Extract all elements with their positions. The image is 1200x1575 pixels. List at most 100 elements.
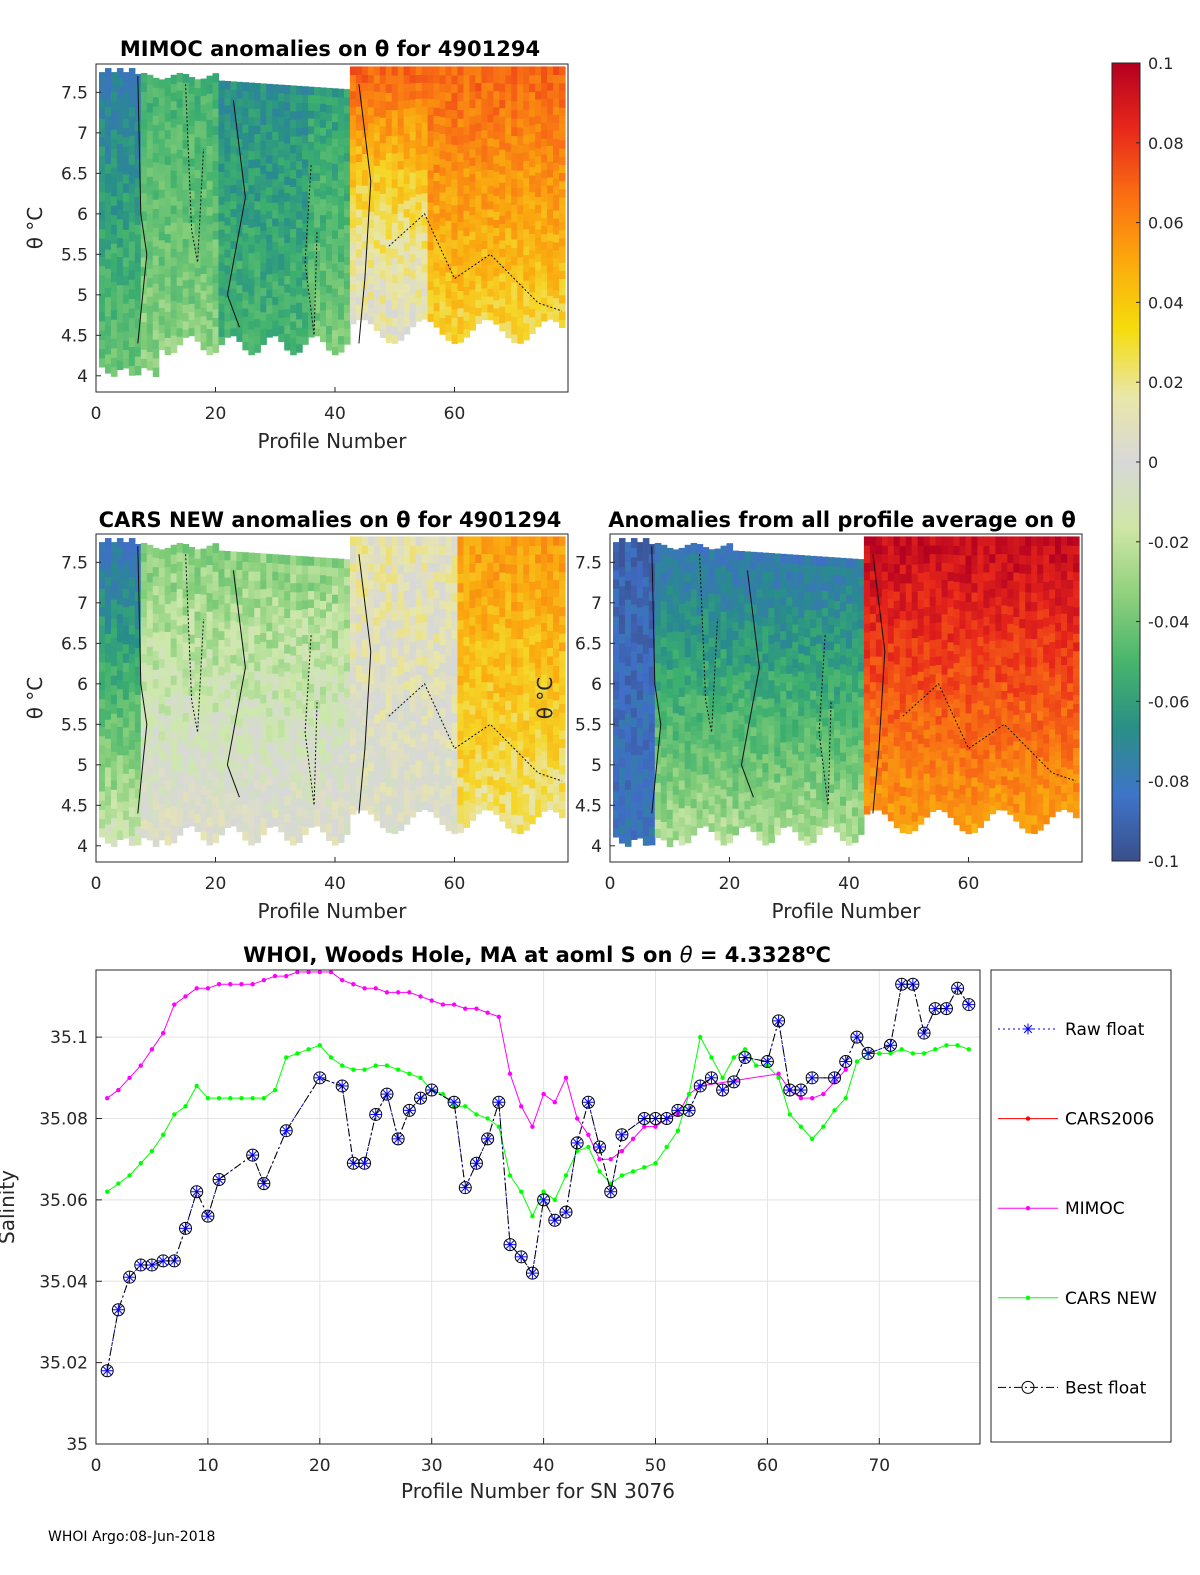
mimoc-heatmap-cell [445, 143, 453, 153]
mimoc-heatmap-cell [248, 329, 255, 339]
cars-heatmap-cell [332, 755, 339, 765]
mimoc-heatmap-cell [373, 239, 381, 249]
mimoc-heatmap-cell [170, 196, 178, 206]
cars-heatmap-cell [355, 715, 363, 726]
cars-heatmap-cell [529, 590, 536, 600]
cars-heatmap-cell [487, 604, 494, 614]
cars-heatmap-cell [343, 765, 351, 775]
cars-heatmap-cell [194, 549, 202, 559]
mimoc-heatmap-cell [290, 220, 297, 230]
mimoc-heatmap-cell [529, 116, 536, 126]
mimoc-heatmap-cell [254, 158, 261, 168]
cars-heatmap-cell [445, 628, 453, 639]
cars-heatmap-cell [457, 702, 465, 713]
mimoc-heatmap-cell [218, 187, 226, 197]
cars-heatmap-cell [403, 707, 411, 717]
mimoc-heatmap-cell [529, 283, 536, 293]
mimoc-heatmap-cell [152, 273, 160, 284]
cars-heatmap-cell [308, 683, 315, 693]
mimoc-heatmap-cell [182, 74, 190, 83]
cars-heatmap-cell [403, 644, 411, 654]
cars-heatmap-cell [409, 720, 417, 730]
mimoc-heatmap-cell [493, 315, 500, 325]
cars-heatmap-cell [200, 676, 208, 686]
cars-heatmap-cell [152, 678, 160, 689]
mimoc-heatmap-cell [385, 100, 393, 111]
mimoc-heatmap-cell [349, 219, 357, 228]
mimoc-heatmap-cell [481, 169, 488, 178]
mimoc-heatmap-cell [337, 203, 345, 213]
mimoc-heatmap-cell [254, 318, 261, 328]
mimoc-heatmap-cell [343, 256, 351, 265]
cars-heatmap-cell [98, 790, 106, 801]
mimoc-heatmap-cell [355, 264, 363, 273]
cars-heatmap-cell [529, 778, 536, 789]
cars-heatmap-cell [397, 609, 405, 620]
mimoc-heatmap-cell [128, 106, 136, 117]
mimoc-heatmap-cell [188, 214, 196, 224]
cars-heatmap-cell [266, 605, 273, 615]
cars-heatmap-cell [218, 754, 226, 765]
mimoc-heatmap-cell [379, 159, 387, 169]
mimoc-heatmap-cell [511, 264, 518, 274]
cars-heatmap-cell [445, 600, 453, 611]
cars-heatmap-cell [230, 783, 237, 793]
cars-heatmap-cell [242, 777, 249, 787]
mimoc-heatmap-cell [158, 256, 166, 266]
cars-heatmap-cell [284, 777, 291, 788]
mimoc-heatmap-cell [266, 218, 273, 227]
cars-heatmap-cell [367, 536, 375, 546]
cars-heatmap-cell [116, 735, 124, 746]
mimoc-y-tick-label: 7.5 [61, 83, 88, 103]
mimoc-heatmap-cell [451, 204, 459, 215]
mimoc-heatmap-cell [499, 314, 506, 324]
cars-heatmap-cell [212, 589, 220, 600]
mimoc-heatmap-cell [260, 328, 267, 337]
cars-heatmap-cell [391, 740, 399, 751]
mimoc-heatmap-cell [439, 325, 447, 335]
cars-heatmap-cell [266, 793, 273, 803]
cars-heatmap-cell [397, 545, 405, 556]
mimoc-axes-box [95, 63, 569, 393]
cars-heatmap-cell [278, 805, 285, 816]
mimoc-heatmap-cell [236, 179, 243, 188]
mimoc-heatmap-cell [218, 88, 226, 98]
mimoc-heatmap-cell [134, 130, 142, 141]
cars-heatmap-cell [379, 536, 387, 547]
cars-heatmap-cell [385, 610, 393, 621]
cars-heatmap-cell [427, 751, 435, 761]
cars-heatmap-cell [391, 610, 399, 621]
mimoc-heatmap-cell [337, 88, 345, 98]
mimoc-heatmap-cell [158, 96, 166, 106]
cars-heatmap-cell [433, 676, 441, 687]
cars-heatmap-cell [529, 689, 536, 699]
cars-heatmap-cell [511, 554, 518, 565]
cars-heatmap-cell [224, 801, 232, 811]
cars-heatmap-cell [535, 807, 542, 818]
mimoc-heatmap-cell [326, 284, 333, 294]
mimoc-heatmap-cell [487, 224, 494, 234]
mimoc-heatmap-cell [553, 225, 560, 235]
mimoc-heatmap-cell [200, 171, 208, 181]
cars-heatmap-cell [553, 631, 560, 641]
mimoc-heatmap-cell [487, 272, 494, 281]
mimoc-heatmap-cell [337, 179, 345, 189]
cars-heatmap-cell [212, 552, 220, 563]
cars-heatmap-cell [493, 779, 500, 789]
mimoc-heatmap-cell [326, 178, 333, 187]
mimoc-heatmap-cell [451, 274, 459, 284]
mimoc-heatmap-cell [391, 204, 399, 215]
cars-heatmap-cell [164, 714, 172, 725]
cars-heatmap-cell [355, 638, 363, 649]
cars-heatmap-cell [463, 645, 471, 656]
mimoc-heatmap-cell [182, 230, 190, 240]
cars-heatmap-cell [523, 619, 530, 629]
mimoc-heatmap-cell [499, 190, 506, 200]
mimoc-heatmap-cell [415, 106, 423, 115]
mimoc-heatmap-cell [146, 277, 154, 288]
cars-heatmap-cell [326, 557, 333, 568]
mimoc-heatmap-cell [266, 202, 273, 212]
mimoc-heatmap-cell [176, 327, 184, 337]
mimoc-heatmap-cell [451, 178, 459, 189]
cars-heatmap-cell [511, 703, 518, 713]
